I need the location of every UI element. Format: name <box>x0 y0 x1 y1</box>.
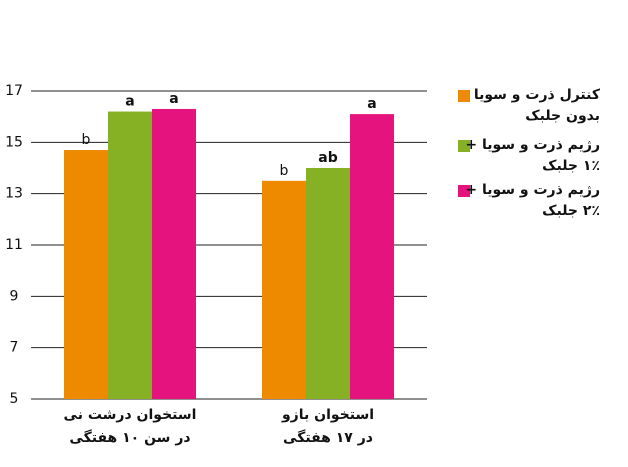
x-tick-label: استخوان درشت نی در سن ۱۰ هفتگی <box>64 407 197 446</box>
legend-swatch <box>458 140 470 152</box>
value-label: a <box>169 91 178 107</box>
value-label: b <box>280 163 289 179</box>
bar <box>262 180 306 399</box>
legend-label: رژیم ذرت و سویا +۲٪ جلبک <box>465 182 600 219</box>
y-tick-label: 11 <box>5 237 23 253</box>
y-tick-label: 7 <box>10 340 19 356</box>
legend-label: رژیم ذرت و سویا +۱٪ جلبک <box>465 137 600 174</box>
legend-swatch <box>458 90 470 102</box>
value-label: b <box>82 132 91 148</box>
value-label: a <box>125 94 134 110</box>
legend-label: کنترل ذرت و سویا بدون جلبک <box>474 87 601 124</box>
y-tick-label: 9 <box>10 288 19 304</box>
bar <box>152 108 196 399</box>
bar <box>64 150 108 399</box>
bar <box>350 114 394 399</box>
y-tick-label: 17 <box>5 83 23 99</box>
y-tick-label: 5 <box>10 391 19 407</box>
value-label: a <box>367 96 376 112</box>
value-label: ab <box>318 150 337 166</box>
bar <box>306 168 350 399</box>
bar <box>108 111 152 400</box>
y-tick-label: 13 <box>5 186 23 202</box>
legend-swatch <box>458 185 470 197</box>
y-tick-label: 15 <box>5 134 23 150</box>
x-tick-label: استخوان بازو در ۱۷ هفتگی <box>281 407 374 446</box>
